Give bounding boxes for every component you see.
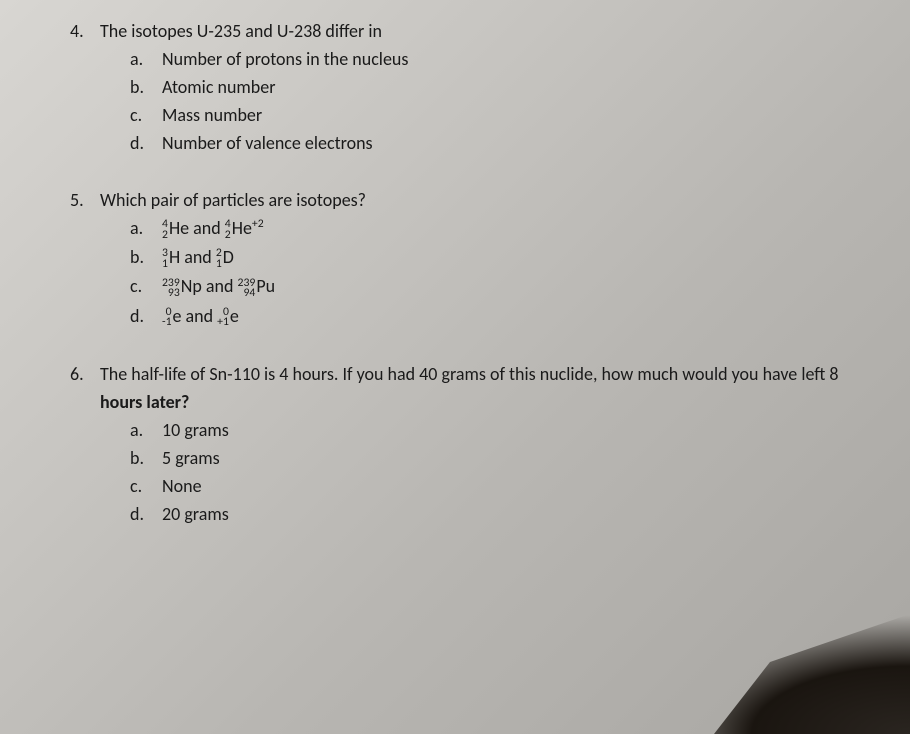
option-letter: c. bbox=[130, 104, 162, 126]
option-text: 20 grams bbox=[162, 503, 229, 525]
and-text: and bbox=[181, 305, 217, 327]
option-letter: a. bbox=[130, 48, 162, 70]
option-text: Number of valence electrons bbox=[162, 132, 373, 154]
and-text: and bbox=[189, 217, 225, 239]
question-number: 5. bbox=[70, 189, 100, 211]
question-6-prompt: 6. The half-life of Sn-110 is 4 hours. I… bbox=[70, 363, 890, 385]
q5-option-b: b. 31H and 21D bbox=[130, 246, 890, 269]
question-6: 6. The half-life of Sn-110 is 4 hours. I… bbox=[70, 363, 890, 525]
option-letter: c. bbox=[130, 275, 162, 297]
nuclide-pu239: 23994Pu bbox=[238, 275, 276, 298]
nuclide-he4: 42He bbox=[162, 217, 189, 240]
option-letter: d. bbox=[130, 305, 162, 327]
question-text: The isotopes U-235 and U-238 differ in bbox=[100, 20, 382, 42]
option-text: 10 grams bbox=[162, 419, 229, 441]
question-6-prompt-cont: hours later? bbox=[100, 391, 890, 413]
nuclide-np239: 23993Np bbox=[162, 275, 202, 298]
q6-option-b: b. 5 grams bbox=[130, 447, 890, 469]
question-5-prompt: 5. Which pair of particles are isotopes? bbox=[70, 189, 890, 211]
q4-option-d: d. Number of valence electrons bbox=[130, 132, 890, 154]
option-letter: c. bbox=[130, 475, 162, 497]
question-text: Which pair of particles are isotopes? bbox=[100, 189, 366, 211]
option-text: Mass number bbox=[162, 104, 262, 126]
photo-corner-shadow bbox=[630, 614, 910, 734]
option-letter: d. bbox=[130, 132, 162, 154]
option-letter: d. bbox=[130, 503, 162, 525]
nuclide-he4-ion: 42He+2 bbox=[225, 217, 264, 240]
question-4-prompt: 4. The isotopes U-235 and U-238 differ i… bbox=[70, 20, 890, 42]
option-text: 31H and 21D bbox=[162, 246, 234, 269]
option-text: Number of protons in the nucleus bbox=[162, 48, 408, 70]
option-text: 23993Np and 23994Pu bbox=[162, 275, 275, 298]
q5-option-d: d. 0-1e and 0+1e bbox=[130, 305, 890, 328]
option-text: 42He and 42He+2 bbox=[162, 217, 264, 240]
q6-option-d: d. 20 grams bbox=[130, 503, 890, 525]
and-text: and bbox=[202, 275, 238, 297]
option-letter: b. bbox=[130, 246, 162, 268]
q4-option-b: b. Atomic number bbox=[130, 76, 890, 98]
question-number: 4. bbox=[70, 20, 100, 42]
question-text: The half-life of Sn-110 is 4 hours. If y… bbox=[100, 363, 839, 385]
and-text: and bbox=[180, 246, 216, 268]
q6-option-a: a. 10 grams bbox=[130, 419, 890, 441]
question-number: 6. bbox=[70, 363, 100, 385]
q5-option-c: c. 23993Np and 23994Pu bbox=[130, 275, 890, 298]
option-letter: b. bbox=[130, 76, 162, 98]
q4-option-a: a. Number of protons in the nucleus bbox=[130, 48, 890, 70]
option-letter: a. bbox=[130, 217, 162, 239]
nuclide-electron: 0-1e bbox=[162, 305, 181, 328]
question-5: 5. Which pair of particles are isotopes?… bbox=[70, 189, 890, 328]
q5-option-a: a. 42He and 42He+2 bbox=[130, 217, 890, 240]
option-text: None bbox=[162, 475, 202, 497]
question-4: 4. The isotopes U-235 and U-238 differ i… bbox=[70, 20, 890, 154]
nuclide-positron: 0+1e bbox=[217, 305, 239, 328]
nuclide-h3: 31H bbox=[162, 246, 180, 269]
option-text: 0-1e and 0+1e bbox=[162, 305, 239, 328]
q4-option-c: c. Mass number bbox=[130, 104, 890, 126]
option-letter: b. bbox=[130, 447, 162, 469]
option-text: 5 grams bbox=[162, 447, 220, 469]
option-text: Atomic number bbox=[162, 76, 275, 98]
option-letter: a. bbox=[130, 419, 162, 441]
nuclide-d2: 21D bbox=[216, 246, 234, 269]
q6-option-c: c. None bbox=[130, 475, 890, 497]
